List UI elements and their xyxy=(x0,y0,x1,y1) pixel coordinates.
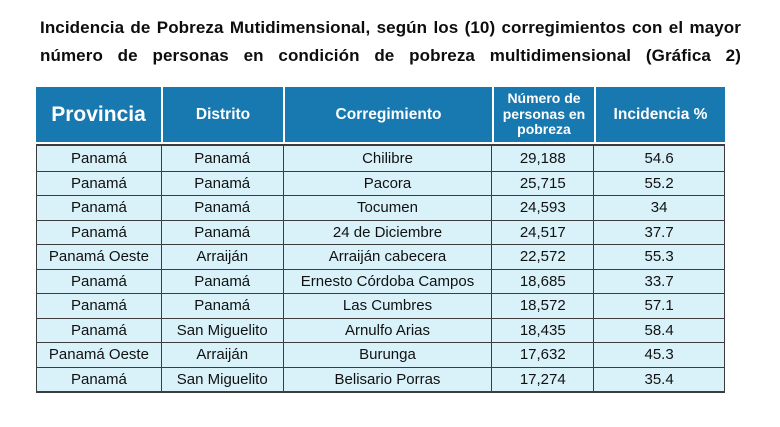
header-personas: Número de personas en pobreza xyxy=(492,87,594,142)
cell-incidencia: 57.1 xyxy=(593,294,724,318)
cell-distrito: Panamá xyxy=(160,171,283,195)
table-header-row: Provincia Distrito Corregimiento Número … xyxy=(36,87,725,142)
poverty-table: Provincia Distrito Corregimiento Número … xyxy=(36,87,725,393)
cell-provincia: Panamá Oeste xyxy=(48,346,149,364)
cell-personas: 25,715 xyxy=(491,171,593,195)
table-row: Panamá San Miguelito Belisario Porras 17… xyxy=(37,366,724,391)
cell-incidencia: 55.3 xyxy=(593,245,724,269)
cell-distrito: Panamá xyxy=(160,269,283,293)
cell-corregimiento: Ernesto Córdoba Campos xyxy=(282,269,492,293)
table-row: Panamá Panamá 24 de Diciembre 24,517 37.… xyxy=(37,219,724,244)
cell-provincia: Panamá xyxy=(70,370,127,388)
cell-personas: 24,517 xyxy=(491,220,593,244)
cell-incidencia: 35.4 xyxy=(593,367,724,391)
header-incidencia: Incidencia % xyxy=(594,87,725,142)
cell-corregimiento: Chilibre xyxy=(282,146,492,171)
page-title: Incidencia de Pobreza Mutidimensional, s… xyxy=(40,18,741,65)
table-row: Panamá Oeste Arraiján Arraiján cabecera … xyxy=(37,244,724,269)
cell-personas: 29,188 xyxy=(491,146,593,171)
cell-distrito: San Miguelito xyxy=(160,367,283,391)
cell-corregimiento: Burunga xyxy=(282,343,492,367)
cell-personas: 18,685 xyxy=(491,269,593,293)
cell-provincia: Panamá xyxy=(70,199,127,217)
cell-incidencia: 55.2 xyxy=(593,171,724,195)
cell-personas: 24,593 xyxy=(491,196,593,220)
cell-personas: 17,632 xyxy=(491,343,593,367)
table-row: Panamá Oeste Arraiján Burunga 17,632 45.… xyxy=(37,342,724,367)
cell-distrito: Panamá xyxy=(160,196,283,220)
cell-provincia: Panamá xyxy=(70,174,127,192)
cell-corregimiento: Pacora xyxy=(282,171,492,195)
cell-corregimiento: Arraiján cabecera xyxy=(282,245,492,269)
cell-corregimiento: 24 de Diciembre xyxy=(282,220,492,244)
header-corregimiento: Corregimiento xyxy=(283,87,492,142)
cell-corregimiento: Tocumen xyxy=(282,196,492,220)
cell-distrito: San Miguelito xyxy=(160,318,283,342)
cell-provincia: Panamá xyxy=(70,223,127,241)
cell-corregimiento: Las Cumbres xyxy=(282,294,492,318)
cell-personas: 18,572 xyxy=(491,294,593,318)
cell-incidencia: 34 xyxy=(593,196,724,220)
cell-provincia: Panamá xyxy=(70,297,127,315)
cell-incidencia: 54.6 xyxy=(593,146,724,171)
header-distrito: Distrito xyxy=(161,87,283,142)
cell-distrito: Panamá xyxy=(160,220,283,244)
cell-incidencia: 37.7 xyxy=(593,220,724,244)
cell-incidencia: 33.7 xyxy=(593,269,724,293)
table-row: Panamá Panamá Tocumen 24,593 34 xyxy=(37,195,724,220)
cell-distrito: Panamá xyxy=(160,146,283,171)
cell-provincia: Panamá xyxy=(70,321,127,339)
table-row: Panamá Panamá Chilibre 29,188 54.6 xyxy=(37,146,724,171)
cell-provincia: Panamá xyxy=(70,149,127,167)
table-row: Panamá Panamá Las Cumbres 18,572 57.1 xyxy=(37,293,724,318)
cell-corregimiento: Arnulfo Arias xyxy=(282,318,492,342)
cell-distrito: Arraiján xyxy=(160,343,283,367)
cell-provincia: Panamá xyxy=(70,272,127,290)
cell-provincia: Panamá Oeste xyxy=(48,248,149,266)
cell-distrito: Arraiján xyxy=(160,245,283,269)
header-provincia: Provincia xyxy=(51,102,146,126)
table-row: Panamá San Miguelito Arnulfo Arias 18,43… xyxy=(37,317,724,342)
table-body: Panamá Panamá Chilibre 29,188 54.6 Panam… xyxy=(36,144,725,393)
cell-personas: 22,572 xyxy=(491,245,593,269)
cell-incidencia: 45.3 xyxy=(593,343,724,367)
table-row: Panamá Panamá Pacora 25,715 55.2 xyxy=(37,170,724,195)
cell-corregimiento: Belisario Porras xyxy=(282,367,492,391)
cell-personas: 18,435 xyxy=(491,318,593,342)
cell-personas: 17,274 xyxy=(491,367,593,391)
cell-incidencia: 58.4 xyxy=(593,318,724,342)
table-row: Panamá Panamá Ernesto Córdoba Campos 18,… xyxy=(37,268,724,293)
cell-distrito: Panamá xyxy=(160,294,283,318)
